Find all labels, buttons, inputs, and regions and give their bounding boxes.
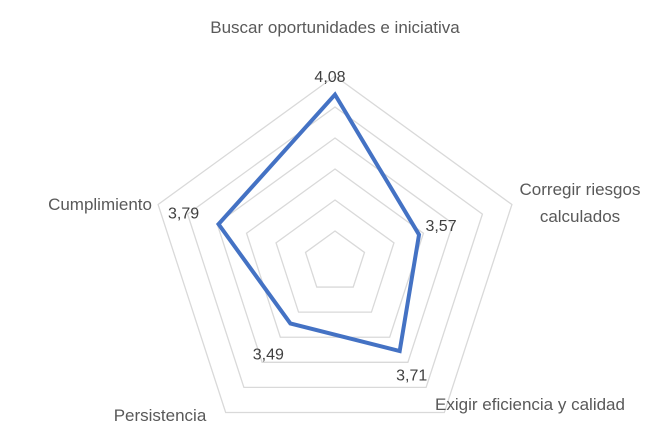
- category-label: Cumplimiento: [48, 195, 152, 214]
- category-label: Buscar oportunidades e iniciativa: [210, 18, 460, 37]
- data-label: 3,57: [425, 218, 456, 235]
- data-label: 3,71: [396, 367, 427, 384]
- grid-ring: [275, 199, 395, 313]
- data-label: 3,49: [253, 347, 284, 364]
- grid-ring: [304, 230, 366, 288]
- category-label: Corregir riesgos calculados: [519, 180, 641, 226]
- grid-ring: [186, 106, 484, 389]
- data-line: [215, 91, 422, 354]
- grid-ring: [245, 168, 425, 338]
- grid-ring: [216, 137, 454, 363]
- data-label: 4,08: [314, 69, 345, 86]
- data-label: 3,79: [168, 205, 199, 222]
- grid-ring: [157, 75, 513, 414]
- category-label: Exigir eficiencia y calidad: [435, 395, 625, 414]
- category-label: Persistencia: [113, 406, 207, 425]
